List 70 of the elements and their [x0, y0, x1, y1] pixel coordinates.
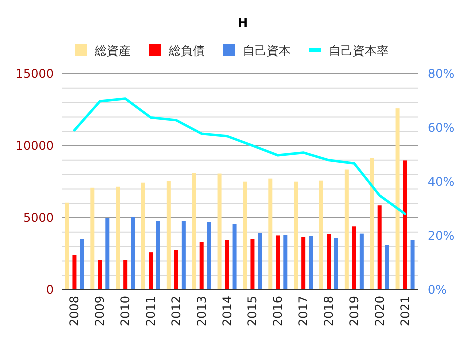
- bar: [207, 222, 212, 290]
- bar: [410, 240, 415, 290]
- legend-label: 総資産: [94, 44, 131, 58]
- y2-tick-label: 20%: [428, 229, 455, 243]
- bar: [276, 236, 280, 290]
- bar: [200, 242, 204, 290]
- bar: [116, 186, 120, 290]
- y2-tick-label: 0%: [428, 283, 448, 297]
- x-tick-label: 2015: [246, 296, 260, 327]
- x-tick-label: 2016: [271, 296, 286, 327]
- legend-label: 自己資本: [243, 44, 291, 58]
- x-tick-label: 2009: [93, 296, 108, 327]
- bar: [142, 182, 146, 290]
- bar: [80, 239, 84, 290]
- bar: [232, 224, 237, 290]
- x-tick-label: 2011: [144, 296, 158, 327]
- bar: [352, 226, 356, 290]
- bar: [385, 245, 390, 290]
- bar: [320, 180, 324, 290]
- x-tick-label: 2018: [322, 296, 336, 327]
- bar: [403, 160, 408, 290]
- bar: [302, 237, 306, 290]
- bar: [370, 158, 374, 290]
- bar: [72, 255, 77, 290]
- x-tick-label: 2021: [398, 296, 412, 327]
- bar: [131, 216, 136, 290]
- bar: [396, 108, 400, 290]
- bar: [344, 170, 349, 290]
- bar: [192, 173, 196, 290]
- bar: [268, 178, 273, 290]
- y-tick-label: 15000: [16, 67, 54, 81]
- bar: [327, 234, 331, 290]
- x-tick-label: 2017: [296, 296, 311, 327]
- bar: [334, 238, 338, 290]
- bar: [360, 234, 364, 290]
- y-tick-label: 10000: [16, 139, 54, 153]
- bar: [124, 260, 128, 290]
- bar: [98, 260, 102, 290]
- bar: [182, 221, 186, 290]
- y2-tick-label: 60%: [428, 121, 455, 135]
- chart-title: H: [238, 16, 248, 30]
- bar: [309, 236, 314, 290]
- bar: [218, 174, 222, 290]
- bar: [156, 221, 160, 290]
- bar: [225, 240, 230, 290]
- y-tick-label: 0: [46, 283, 54, 297]
- bar: [258, 233, 262, 290]
- x-tick-label: 2008: [68, 296, 82, 327]
- y2-tick-label: 80%: [428, 67, 455, 81]
- bar: [65, 202, 70, 290]
- x-tick-label: 2013: [194, 296, 209, 327]
- bar: [378, 206, 382, 290]
- y2-tick-label: 40%: [428, 175, 455, 189]
- bar: [174, 250, 178, 290]
- bar: [250, 239, 255, 290]
- x-tick-label: 2019: [347, 296, 362, 327]
- bar: [294, 182, 298, 290]
- legend-label: 総負債: [168, 44, 205, 58]
- bar: [90, 188, 95, 290]
- bar: [106, 218, 110, 290]
- x-tick-label: 2010: [118, 296, 133, 327]
- bar: [166, 181, 171, 290]
- x-tick-label: 2020: [372, 296, 387, 327]
- x-tick-label: 2012: [169, 296, 184, 327]
- x-tick-label: 2014: [220, 296, 234, 327]
- bar: [284, 235, 288, 290]
- bar: [149, 252, 153, 290]
- legend-label: 自己資本率: [329, 44, 389, 58]
- bar: [243, 182, 248, 290]
- y-tick-label: 5000: [23, 211, 54, 225]
